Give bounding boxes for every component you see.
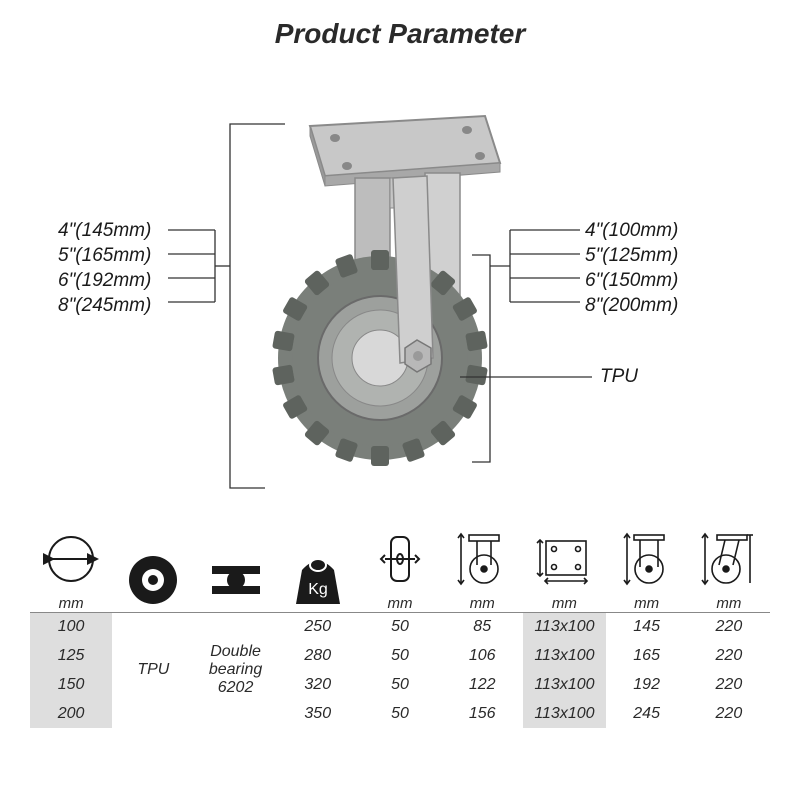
col-hub	[112, 526, 194, 612]
page-title: Product Parameter	[0, 0, 800, 50]
col-swivel-height: mm	[441, 526, 523, 612]
right-dim-2: 6"(150mm)	[585, 268, 678, 293]
table-row: 100 TPU Double bearing 6202 250 50 85 11…	[30, 612, 770, 641]
material-cell: TPU	[112, 612, 194, 728]
tpu-callout-line	[460, 370, 600, 384]
left-dim-0: 4"(145mm)	[58, 218, 151, 243]
col-wheel-dia: mm	[30, 526, 112, 612]
svg-text:Kg: Kg	[308, 581, 328, 598]
col-bearing	[194, 526, 276, 612]
right-dim-3: 8"(200mm)	[585, 293, 678, 318]
left-dim-2: 6"(192mm)	[58, 268, 151, 293]
right-callout-bracket	[470, 200, 590, 490]
right-dim-0: 4"(100mm)	[585, 218, 678, 243]
col-plate: mm	[523, 526, 605, 612]
spec-table: mm Kg	[30, 526, 770, 728]
left-dimension-labels: 4"(145mm) 5"(165mm) 6"(192mm) 8"(245mm)	[58, 218, 151, 318]
right-dim-1: 5"(125mm)	[585, 243, 678, 268]
left-callout-bracket	[160, 120, 300, 500]
col-fixed-height: mm	[606, 526, 688, 612]
col-swivel-total: mm	[688, 526, 770, 612]
bearing-cell: Double bearing 6202	[194, 612, 276, 728]
table-header-row: mm Kg	[30, 526, 770, 612]
product-diagram: 4"(145mm) 5"(165mm) 6"(192mm) 8"(245mm) …	[0, 50, 800, 500]
left-dim-3: 8"(245mm)	[58, 293, 151, 318]
left-dim-1: 5"(165mm)	[58, 243, 151, 268]
right-dimension-labels: 4"(100mm) 5"(125mm) 6"(150mm) 8"(200mm)	[585, 218, 678, 318]
material-label: TPU	[600, 366, 638, 388]
col-weight: Kg	[277, 526, 359, 612]
col-wheel-width: mm	[359, 526, 441, 612]
spec-table-wrap: mm Kg	[30, 526, 770, 728]
